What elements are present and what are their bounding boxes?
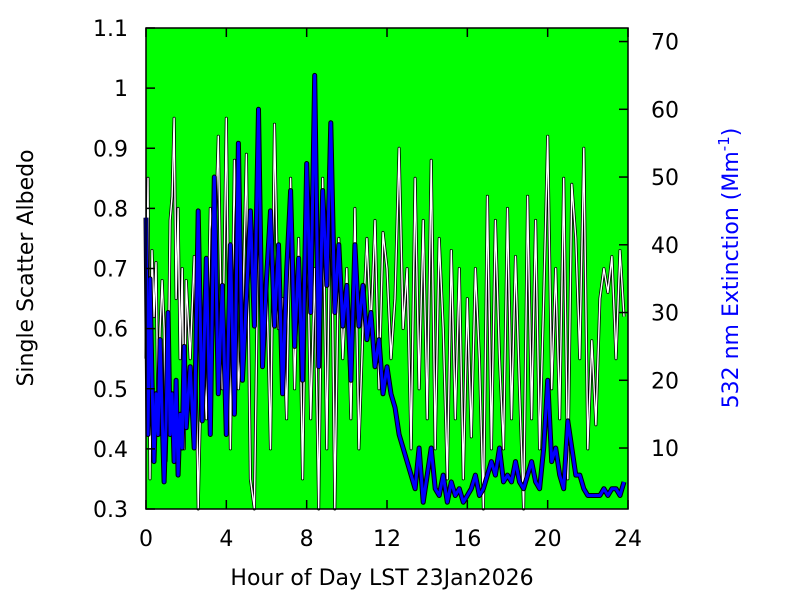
y-left-tick-label: 0.7 — [93, 258, 128, 283]
ticks-layer: 0 4 8 12 16 20 24 0.3 0.4 0.5 0.6 0.7 0.8 0.9 1 1.1 10 20… — [93, 17, 679, 552]
y-right-tick-label: 30 — [651, 302, 679, 327]
y-right-tick-label: 50 — [651, 166, 679, 191]
series-layer — [143, 72, 627, 511]
y-left-tick-label: 1.1 — [93, 17, 128, 42]
right-y-axis-title-sup: -1 — [715, 136, 733, 151]
y-left-tick-label: 1 — [114, 77, 128, 102]
x-tick-label: 24 — [614, 527, 642, 552]
x-tick-label: 16 — [453, 527, 481, 552]
y-left-tick-label: 0.3 — [93, 498, 128, 523]
x-tick-label: 20 — [534, 527, 562, 552]
y-left-tick-label: 0.8 — [93, 197, 128, 222]
x-tick-label: 12 — [373, 527, 401, 552]
right-y-axis-title: 532 nm Extinction (Mm-1) — [715, 128, 744, 409]
y-left-tick-label: 0.6 — [93, 318, 128, 343]
y-left-tick-label: 0.9 — [93, 137, 128, 162]
x-tick-label: 4 — [219, 527, 233, 552]
y-right-tick-label: 60 — [651, 98, 679, 123]
y-right-tick-label: 40 — [651, 234, 679, 259]
y-right-tick-label: 70 — [651, 31, 679, 56]
y-right-tick-label: 20 — [651, 369, 679, 394]
series-left-line — [145, 117, 625, 510]
right-y-axis-title-prefix: 532 nm Extinction (Mm — [719, 151, 744, 408]
y-left-tick-label: 0.5 — [93, 378, 128, 403]
left-y-axis-title: Single Scatter Albedo — [14, 149, 39, 386]
x-axis-title: Hour of Day LST 23Jan2026 — [230, 566, 533, 591]
right-y-axis-title-suffix: ) — [719, 128, 744, 137]
y-right-tick-label: 10 — [651, 437, 679, 462]
y-left-tick-label: 0.4 — [93, 438, 128, 463]
series-right-line — [144, 73, 626, 504]
x-tick-label: 0 — [139, 527, 153, 552]
x-tick-label: 8 — [300, 527, 314, 552]
